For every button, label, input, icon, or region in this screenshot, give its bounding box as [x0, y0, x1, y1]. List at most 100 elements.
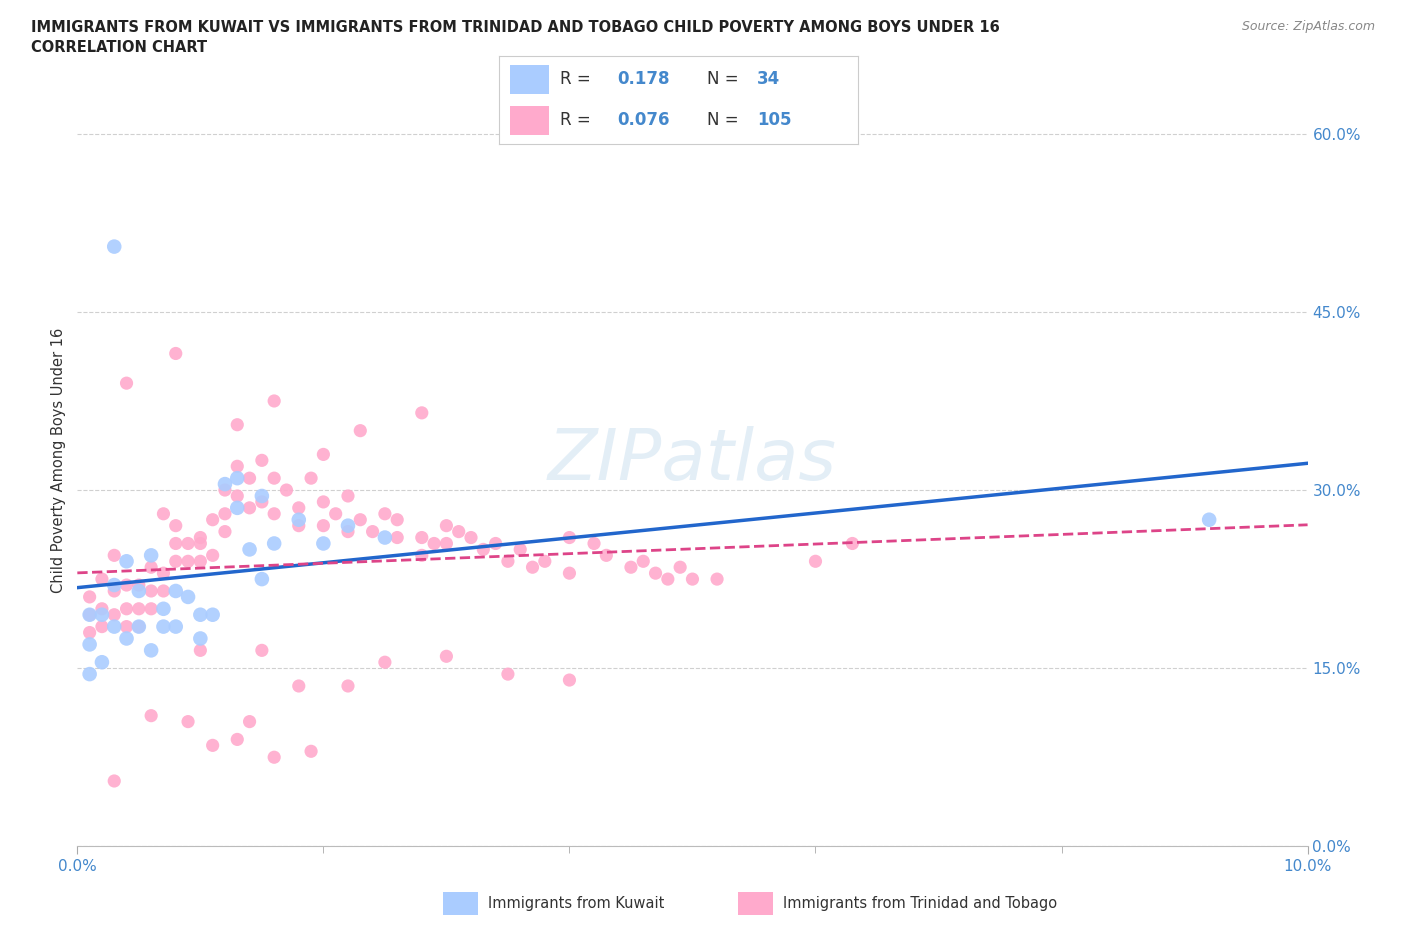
Point	[436, 649, 458, 664]
Point	[276, 483, 298, 498]
Text: CORRELATION CHART: CORRELATION CHART	[31, 40, 207, 55]
Point	[411, 548, 433, 563]
Point	[411, 405, 433, 420]
Point	[214, 506, 236, 521]
Point	[165, 619, 187, 634]
Point	[349, 512, 371, 527]
Point	[633, 554, 655, 569]
Point	[165, 554, 187, 569]
Point	[423, 536, 446, 551]
Point	[115, 554, 138, 569]
Text: N =: N =	[707, 70, 738, 87]
Point	[165, 536, 187, 551]
Point	[226, 458, 249, 473]
Point	[152, 619, 174, 634]
Point	[411, 530, 433, 545]
Point	[115, 578, 138, 592]
Text: R =: R =	[560, 70, 591, 87]
Point	[165, 583, 187, 598]
Point	[250, 495, 273, 510]
Point	[299, 744, 322, 759]
Point	[250, 453, 273, 468]
Point	[79, 590, 101, 604]
Point	[841, 536, 863, 551]
Point	[385, 530, 409, 545]
Point	[128, 602, 150, 617]
Point	[509, 542, 531, 557]
Point	[103, 578, 125, 592]
Point	[214, 525, 236, 539]
Point	[165, 518, 187, 533]
Point	[288, 500, 311, 515]
Point	[263, 393, 285, 408]
Point	[188, 607, 212, 622]
Point	[682, 572, 704, 587]
Point	[436, 536, 458, 551]
Point	[177, 590, 200, 604]
Point	[177, 714, 200, 729]
Point	[115, 602, 138, 617]
Point	[188, 631, 212, 646]
Point	[299, 471, 322, 485]
Text: N =: N =	[707, 112, 738, 129]
Point	[141, 560, 163, 575]
Point	[141, 709, 163, 724]
Point	[128, 578, 150, 592]
Point	[226, 488, 249, 503]
Point	[706, 572, 728, 587]
FancyBboxPatch shape	[510, 65, 550, 94]
Text: 0.076: 0.076	[617, 112, 669, 129]
Point	[226, 732, 249, 747]
Point	[263, 471, 285, 485]
Point	[558, 530, 581, 545]
Point	[188, 536, 212, 551]
Point	[669, 560, 692, 575]
Point	[374, 530, 396, 545]
Point	[90, 572, 114, 587]
Point	[312, 495, 335, 510]
Point	[349, 423, 371, 438]
Point	[141, 602, 163, 617]
Point	[90, 602, 114, 617]
Point	[337, 518, 360, 533]
Point	[141, 583, 163, 598]
Point	[177, 536, 200, 551]
Point	[558, 565, 581, 580]
Point	[804, 554, 827, 569]
Point	[226, 500, 249, 515]
Text: 0.178: 0.178	[617, 70, 669, 87]
Point	[152, 506, 174, 521]
Y-axis label: Child Poverty Among Boys Under 16: Child Poverty Among Boys Under 16	[51, 327, 66, 593]
Point	[312, 447, 335, 462]
Point	[496, 554, 519, 569]
Point	[312, 518, 335, 533]
Point	[90, 619, 114, 634]
Point	[128, 619, 150, 634]
Point	[103, 607, 125, 622]
Point	[337, 525, 360, 539]
Point	[79, 625, 101, 640]
Point	[263, 750, 285, 764]
Point	[128, 583, 150, 598]
Point	[496, 667, 519, 682]
Point	[152, 602, 174, 617]
Point	[141, 643, 163, 658]
Point	[385, 512, 409, 527]
Text: Source: ZipAtlas.com: Source: ZipAtlas.com	[1241, 20, 1375, 33]
Point	[325, 506, 347, 521]
Point	[115, 619, 138, 634]
Point	[201, 548, 224, 563]
Point	[188, 554, 212, 569]
Text: R =: R =	[560, 112, 591, 129]
Text: ZIPatlas: ZIPatlas	[548, 426, 837, 495]
Point	[337, 679, 360, 694]
Point	[214, 483, 236, 498]
Point	[263, 536, 285, 551]
Point	[188, 643, 212, 658]
Point	[188, 530, 212, 545]
Text: 105: 105	[758, 112, 792, 129]
Point	[583, 536, 606, 551]
Point	[79, 607, 101, 622]
Point	[201, 512, 224, 527]
Point	[644, 565, 666, 580]
